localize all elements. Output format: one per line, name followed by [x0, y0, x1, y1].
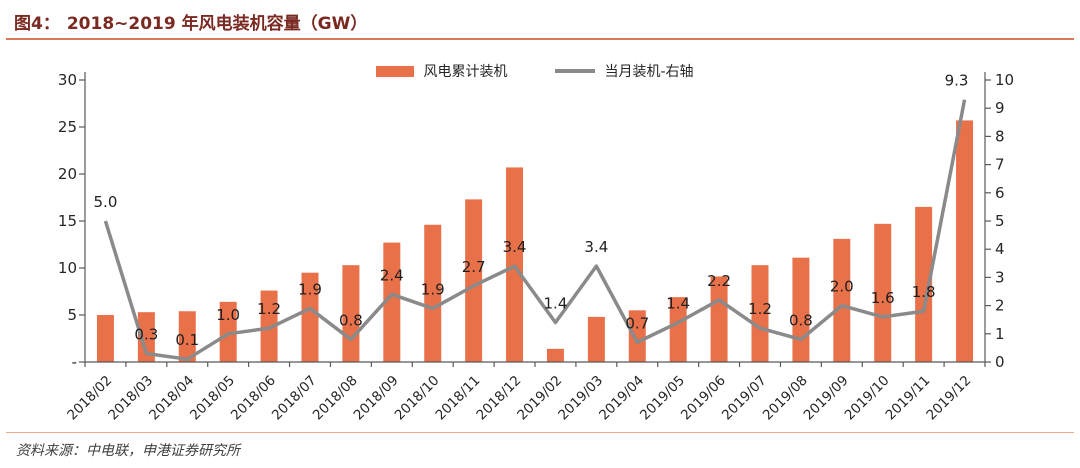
bar — [710, 276, 728, 362]
bar — [96, 315, 114, 362]
bar — [669, 297, 687, 362]
right-axis-tick-label: 7 — [995, 156, 1005, 174]
left-axis-tick-label: - — [72, 353, 77, 371]
line-value-label: 2.2 — [707, 272, 731, 290]
left-axis-tick-label: 25 — [58, 118, 77, 136]
right-axis-tick-label: 3 — [995, 268, 1005, 286]
line-value-label: 9.3 — [945, 72, 969, 90]
line-value-label: 0.1 — [175, 331, 199, 349]
line-value-label: 1.2 — [257, 300, 281, 318]
bar — [956, 120, 974, 362]
line-value-label: 1.4 — [666, 295, 690, 313]
line-swatch-icon — [555, 69, 596, 73]
right-axis-tick-label: 9 — [995, 99, 1005, 117]
source-note: 资料来源：中电联，申港证券研究所 — [16, 443, 240, 459]
line-value-label: 1.0 — [216, 306, 240, 324]
right-axis-tick-label: 8 — [995, 127, 1005, 145]
bar — [915, 206, 933, 362]
right-axis-tick-label: 4 — [995, 240, 1005, 258]
line-value-label: 2.7 — [462, 258, 486, 276]
line-value-label: 2.4 — [380, 266, 404, 284]
bar — [587, 316, 605, 362]
line-value-label: 1.9 — [298, 280, 322, 298]
line-value-label: 0.8 — [339, 311, 363, 329]
line-value-label: 1.9 — [421, 280, 445, 298]
right-axis-tick-label: 1 — [995, 325, 1005, 343]
line-value-label: 1.2 — [748, 300, 772, 318]
line-value-label: 3.4 — [584, 238, 608, 256]
left-axis-tick-label: 10 — [58, 259, 77, 277]
bar — [137, 312, 155, 362]
line-value-label: 5.0 — [94, 193, 118, 211]
figure-title-text: 2018~2019 年风电装机容量（GW） — [66, 14, 368, 34]
line-value-label: 1.8 — [912, 283, 936, 301]
left-axis-tick-label: 15 — [58, 212, 77, 230]
figure-number: 图4： — [14, 14, 60, 34]
legend-label-bars: 风电累计装机 — [423, 64, 508, 80]
line-value-label: 3.4 — [503, 238, 527, 256]
bar — [178, 311, 196, 362]
line-value-label: 0.3 — [134, 326, 158, 344]
left-axis-tick-label: 30 — [58, 71, 77, 89]
footer-divider — [6, 432, 1074, 433]
bar — [383, 242, 401, 362]
x-axis-label: 2019/12 — [923, 373, 974, 424]
bar — [833, 238, 851, 362]
line-value-label: 0.8 — [789, 311, 813, 329]
monthly-install-line — [103, 99, 967, 361]
bars-series — [96, 120, 974, 362]
bar — [546, 348, 564, 362]
line-value-label: 1.4 — [544, 295, 568, 313]
line-value-label: 2.0 — [830, 278, 854, 296]
line-value-labels: 5.0 0.3 0.1 1.0 1.2 1.9 0.8 2.4 1.9 2.7 3.4 1.4 3.4 0… — [94, 72, 969, 349]
x-axis-labels: 2018/022018/032018/042018/052018/062018/… — [64, 373, 974, 424]
bar — [792, 257, 810, 362]
bar — [751, 265, 769, 362]
legend-item-line: 当月装机-右轴 — [555, 61, 694, 81]
line-value-label: 0.7 — [625, 314, 649, 332]
bar — [301, 272, 319, 362]
legend-label-line: 当月装机-右轴 — [604, 64, 694, 80]
bar — [219, 301, 237, 362]
bar — [874, 223, 892, 362]
right-axis-tick-label: 0 — [995, 353, 1005, 371]
right-axis-tick-label: 5 — [995, 212, 1005, 230]
title-divider — [6, 38, 1074, 40]
bar — [628, 310, 646, 362]
chart-legend: 风电累计装机 当月装机-右轴 — [85, 61, 985, 81]
left-axis-tick-label: 5 — [67, 306, 77, 324]
bar-swatch-icon — [376, 65, 415, 77]
axes — [79, 72, 991, 367]
figure-title: 图4： 2018~2019 年风电装机容量（GW） — [14, 9, 367, 34]
line-value-label: 1.6 — [871, 289, 895, 307]
bar — [424, 224, 442, 362]
bar — [465, 199, 483, 362]
legend-item-bars: 风电累计装机 — [376, 61, 507, 81]
left-axis-tick-label: 20 — [58, 165, 77, 183]
right-axis-tick-label: 2 — [995, 297, 1005, 315]
right-axis-tick-label: 6 — [995, 184, 1005, 202]
right-axis-tick-label: 10 — [995, 71, 1014, 89]
